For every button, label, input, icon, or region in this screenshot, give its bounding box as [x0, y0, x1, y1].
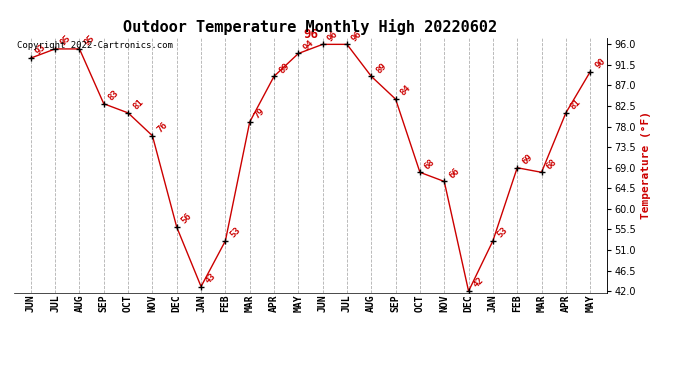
- Text: 96: 96: [350, 29, 364, 43]
- Text: 43: 43: [204, 271, 218, 285]
- Title: Outdoor Temperature Monthly High 20220602: Outdoor Temperature Monthly High 2022060…: [124, 19, 497, 35]
- Text: 81: 81: [131, 98, 145, 111]
- Text: 56: 56: [179, 212, 194, 226]
- Text: 66: 66: [447, 166, 461, 180]
- Text: 42: 42: [471, 276, 486, 290]
- Text: 95: 95: [58, 34, 72, 48]
- Text: 81: 81: [569, 98, 583, 111]
- Text: 93: 93: [34, 43, 48, 57]
- Text: 89: 89: [277, 61, 291, 75]
- Text: 69: 69: [520, 152, 534, 166]
- Text: 96: 96: [303, 28, 318, 41]
- Text: 94: 94: [302, 38, 315, 52]
- Text: 76: 76: [155, 120, 169, 134]
- Text: 53: 53: [228, 225, 242, 240]
- Y-axis label: Temperature (°F): Temperature (°F): [642, 111, 651, 219]
- Text: 84: 84: [399, 84, 413, 98]
- Text: 90: 90: [593, 57, 607, 70]
- Text: 68: 68: [423, 157, 437, 171]
- Text: 68: 68: [544, 157, 558, 171]
- Text: 89: 89: [374, 61, 388, 75]
- Text: 83: 83: [107, 88, 121, 102]
- Text: 79: 79: [253, 107, 266, 121]
- Text: Copyright 2022-Cartronics.com: Copyright 2022-Cartronics.com: [17, 41, 172, 50]
- Text: 95: 95: [82, 34, 97, 48]
- Text: 96: 96: [326, 29, 339, 43]
- Text: 53: 53: [496, 225, 510, 240]
